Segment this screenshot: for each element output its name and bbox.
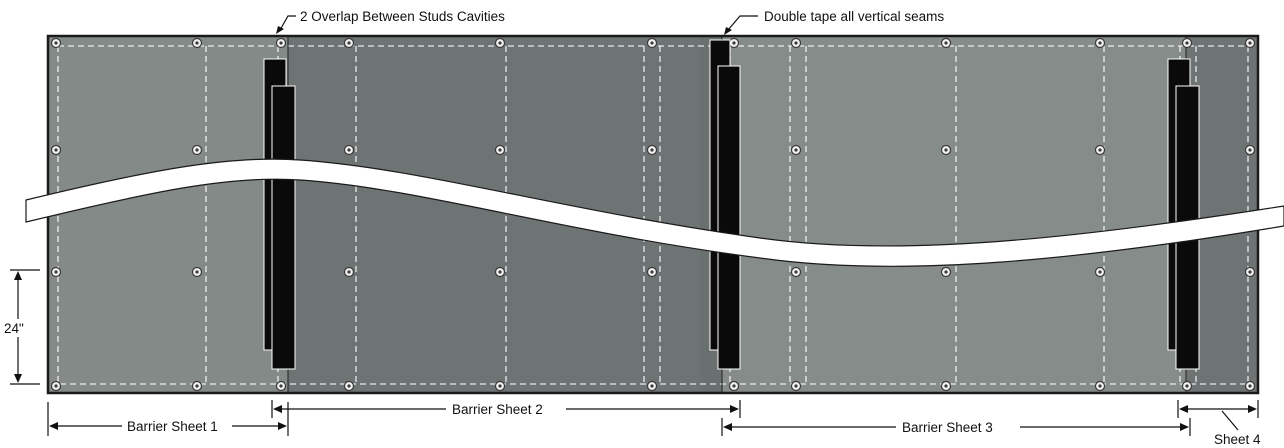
sheet-3-dimension: Barrier Sheet 3 [721, 418, 1191, 436]
overlap-callout-text: 2 Overlap Between Studs Cavities [300, 9, 505, 24]
sheet-1-label: Barrier Sheet 1 [127, 419, 218, 434]
tape-callout: Double tape all vertical seams [724, 9, 944, 35]
leader-line [279, 15, 296, 31]
break-band [25, 158, 1284, 267]
fastener-icon [1181, 380, 1193, 392]
fastener-icon [191, 37, 203, 49]
sheet-2-dimension: Barrier Sheet 2 [271, 400, 741, 418]
fastener-icon [50, 266, 62, 278]
arrow-down-icon [14, 374, 22, 383]
fastener-icon [1244, 37, 1256, 49]
dim-label-bg [2, 319, 36, 337]
fastener-icon [940, 144, 952, 156]
fastener-icon [790, 266, 802, 278]
sheet-4-label: Sheet 4 [1214, 432, 1261, 447]
vertical-dimension: 24" [2, 269, 40, 385]
fastener-icon [646, 37, 658, 49]
leader-arrow-icon [724, 27, 732, 35]
arrow-right-icon [278, 422, 287, 430]
fastener-icon [191, 144, 203, 156]
fastener-icon [1094, 266, 1106, 278]
arrow-right-icon [1180, 423, 1189, 431]
fastener-icon [790, 380, 802, 392]
sheet-panels [48, 36, 1258, 393]
arrow-left-icon [1179, 405, 1188, 413]
fastener-icon [646, 144, 658, 156]
tape-strip [271, 85, 296, 370]
fastener-icon [494, 37, 506, 49]
arrow-up-icon [14, 271, 22, 280]
arrow-left-icon [49, 422, 58, 430]
fastener-icon [790, 144, 802, 156]
sheet-3-label: Barrier Sheet 3 [902, 420, 993, 435]
fastener-icon [343, 380, 355, 392]
fastener-icon [191, 380, 203, 392]
arrow-left-icon [273, 405, 282, 413]
fastener-icon [50, 37, 62, 49]
leader-line [1221, 410, 1239, 431]
fastener-icon [1094, 380, 1106, 392]
fastener-icon [940, 266, 952, 278]
fastener-icon [728, 37, 740, 49]
barrier-sheet-3 [722, 36, 1188, 393]
fastener-icon [494, 266, 506, 278]
fastener-icon [494, 144, 506, 156]
fastener-icon [790, 37, 802, 49]
sheet-2-label: Barrier Sheet 2 [452, 402, 543, 417]
fastener-icon [343, 37, 355, 49]
leader-line [727, 15, 758, 31]
fastener-icon [50, 144, 62, 156]
fastener-icon [1244, 380, 1256, 392]
tape-strips [263, 39, 1200, 370]
fastener-icon [940, 380, 952, 392]
fastener-icon [1094, 37, 1106, 49]
fastener-icon [646, 266, 658, 278]
fastener-icon [1244, 266, 1256, 278]
fastener-icon [275, 37, 287, 49]
arrow-right-icon [730, 405, 739, 413]
fastener-icon [191, 266, 203, 278]
tape-callout-text: Double tape all vertical seams [764, 9, 944, 24]
sheet-4-dimension: Sheet 4 [1177, 400, 1261, 447]
fastener-icon [50, 380, 62, 392]
overlap-callout: 2 Overlap Between Studs Cavities [276, 9, 505, 34]
fastener-icon [343, 266, 355, 278]
fastener-icon [275, 380, 287, 392]
sheet-1-dimension: Barrier Sheet 1 [47, 402, 289, 436]
arrow-right-icon [1248, 405, 1257, 413]
dimension-label: 24" [4, 321, 24, 336]
leader-arrow-icon [276, 26, 284, 34]
fastener-icon [728, 380, 740, 392]
arrow-left-icon [723, 423, 732, 431]
fastener-icon [1094, 144, 1106, 156]
tape-strip [717, 65, 741, 370]
barrier-sheet-1 [48, 36, 288, 393]
fastener-icon [1181, 37, 1193, 49]
fastener-icon [343, 144, 355, 156]
fastener-icon [940, 37, 952, 49]
fastener-icon [1244, 144, 1256, 156]
fastener-icon [646, 380, 658, 392]
fastener-icon [494, 380, 506, 392]
